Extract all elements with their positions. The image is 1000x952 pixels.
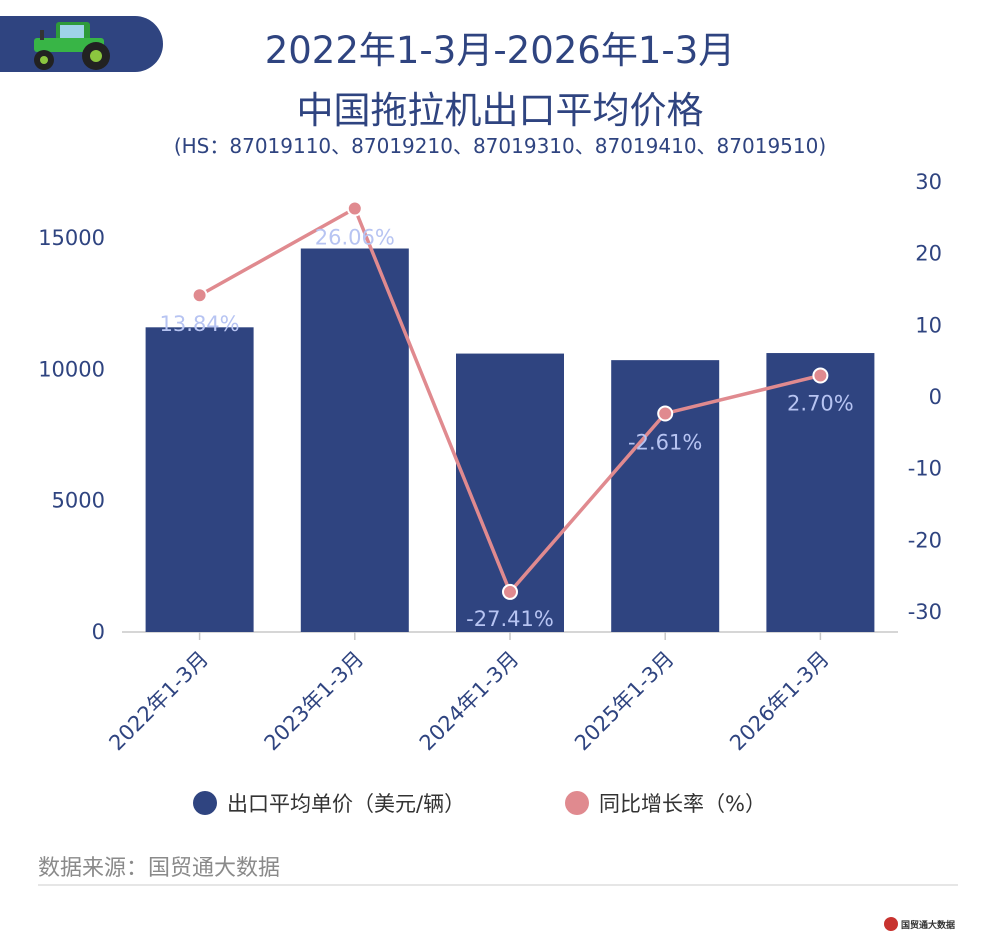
legend-marker-growth: [565, 791, 589, 815]
y-right-tick-label: 10: [915, 313, 942, 337]
footer-divider: [38, 884, 958, 886]
bar: [300, 248, 409, 633]
chart-title-line2: 中国拖拉机出口平均价格: [296, 89, 704, 132]
growth-data-label: 13.84%: [160, 312, 240, 336]
x-tick-label: 2022年1-3月: [104, 647, 213, 756]
legend-label-price: 出口平均单价（美元/辆）: [227, 792, 466, 816]
y-left-tick-label: 0: [92, 620, 105, 644]
bar: [611, 360, 720, 632]
logo-text: 国贸通大数据: [901, 920, 956, 931]
chart-subtitle: (HS：87019110、87019210、87019310、87019410、…: [173, 134, 827, 158]
y-left-tick-label: 5000: [52, 489, 105, 513]
x-tick-label: 2023年1-3月: [260, 647, 369, 756]
growth-point: [657, 405, 674, 422]
y-right-tick-label: -20: [908, 528, 942, 552]
brand-logo: 国贸通大数据: [884, 917, 955, 931]
header-badge: [0, 16, 163, 72]
y-left-tick-label: 15000: [38, 226, 105, 250]
growth-data-label: 2.70%: [787, 392, 854, 416]
x-tick-label: 2026年1-3月: [725, 647, 834, 756]
growth-point: [191, 287, 208, 304]
legend-marker-price: [193, 791, 217, 815]
growth-point: [502, 583, 518, 600]
y-left-tick-label: 10000: [38, 357, 105, 381]
legend: 出口平均单价（美元/辆） 同比增长率（%）: [0, 788, 1000, 824]
x-tick-label: 2025年1-3月: [570, 647, 679, 756]
growth-data-label: 26.06%: [315, 226, 395, 250]
y-right-tick-label: 0: [929, 385, 942, 409]
legend-item-price[interactable]: 出口平均单价（美元/辆）: [193, 788, 465, 818]
growth-data-label: -2.61%: [628, 430, 702, 454]
x-tick-label: 2024年1-3月: [415, 647, 524, 756]
y-right-tick-label: -10: [908, 457, 942, 481]
y-right-tick-label: 30: [915, 170, 942, 194]
chart-title-line1: 2022年1-3月-2026年1-3月: [264, 29, 736, 72]
y-right-tick-label: -30: [908, 600, 942, 624]
bar: [766, 353, 875, 632]
bar: [145, 327, 254, 632]
legend-item-growth[interactable]: 同比增长率（%）: [565, 788, 766, 818]
data-source: 数据来源：国贸通大数据: [38, 856, 281, 881]
growth-point: [346, 200, 363, 217]
growth-point: [812, 367, 829, 384]
tractor-icon: [34, 22, 110, 70]
y-right-tick-label: 20: [915, 242, 942, 266]
legend-label-growth: 同比增长率（%）: [599, 792, 766, 816]
logo-icon: [884, 917, 898, 931]
growth-data-label: -27.41%: [466, 607, 554, 631]
